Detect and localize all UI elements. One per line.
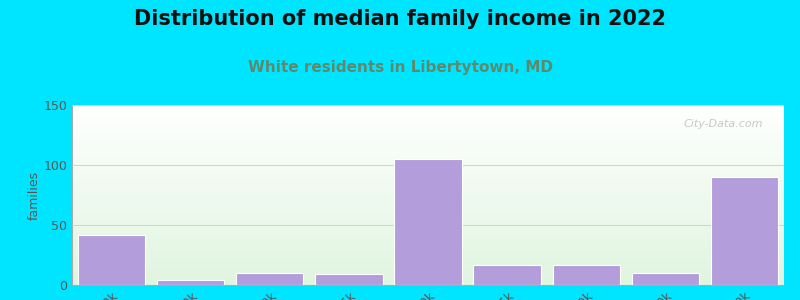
Bar [474,265,541,285]
Bar [78,235,145,285]
Text: White residents in Libertytown, MD: White residents in Libertytown, MD [247,60,553,75]
Bar [553,265,620,285]
Bar [315,274,382,285]
Text: Distribution of median family income in 2022: Distribution of median family income in … [134,9,666,29]
Bar [157,280,224,285]
Bar [236,273,303,285]
Y-axis label: families: families [27,170,41,220]
Bar [394,159,462,285]
Bar [632,273,699,285]
Bar [711,177,778,285]
Text: City-Data.com: City-Data.com [683,119,762,129]
